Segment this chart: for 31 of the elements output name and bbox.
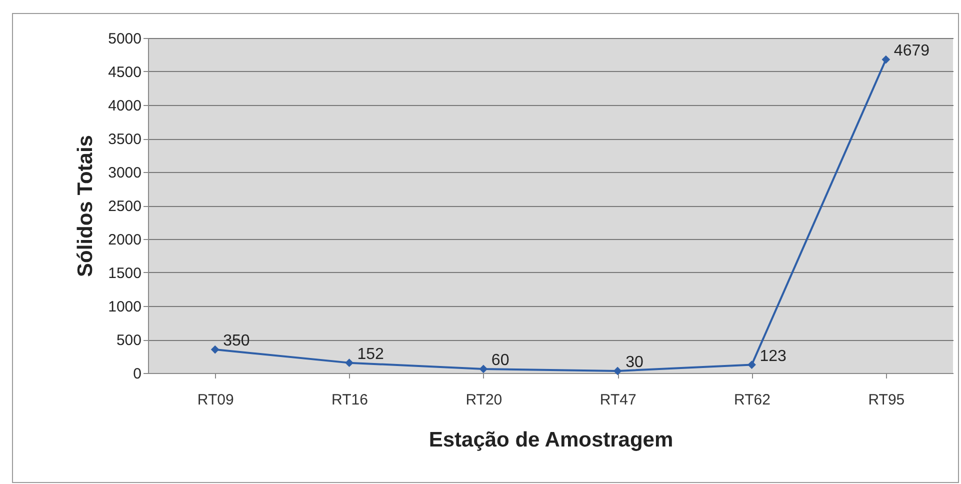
point xyxy=(882,55,890,64)
y-tick-label: 5000 xyxy=(108,30,142,48)
data-label: 350 xyxy=(223,332,250,350)
y-tick-label: 500 xyxy=(116,332,142,349)
x-tick-label: RT16 xyxy=(332,392,368,408)
x-tick-label: RT62 xyxy=(734,392,770,408)
point xyxy=(479,364,488,374)
y-tick-label: 2500 xyxy=(108,198,142,215)
data-label: 60 xyxy=(491,352,510,369)
x-tick-label: RT09 xyxy=(197,392,234,408)
point xyxy=(613,366,622,376)
y-tick-label: 1000 xyxy=(108,298,142,316)
y-tick-label: 3500 xyxy=(108,131,142,148)
y-tick-label: 2000 xyxy=(108,232,142,248)
point xyxy=(748,360,756,369)
y-tick-label: 4000 xyxy=(108,98,142,114)
y-tick-label: 3000 xyxy=(108,164,142,182)
x-tick-label: RT95 xyxy=(868,392,905,408)
data-label: 30 xyxy=(626,354,644,371)
data-label: 152 xyxy=(357,346,384,363)
point xyxy=(210,345,220,354)
data-label: 123 xyxy=(760,348,787,365)
y-tick-label: 4500 xyxy=(108,64,142,81)
x-tick-label: RT47 xyxy=(600,392,636,408)
y-axis-title: Sólidos Totais xyxy=(74,135,98,277)
y-tick-label: 0 xyxy=(133,366,142,382)
x-tick-label: RT20 xyxy=(466,392,502,408)
x-axis-title: Estação de Amostragem xyxy=(428,428,674,452)
data-label: 4679 xyxy=(894,42,930,60)
y-tick-label: 1500 xyxy=(108,265,142,282)
point xyxy=(345,358,354,367)
